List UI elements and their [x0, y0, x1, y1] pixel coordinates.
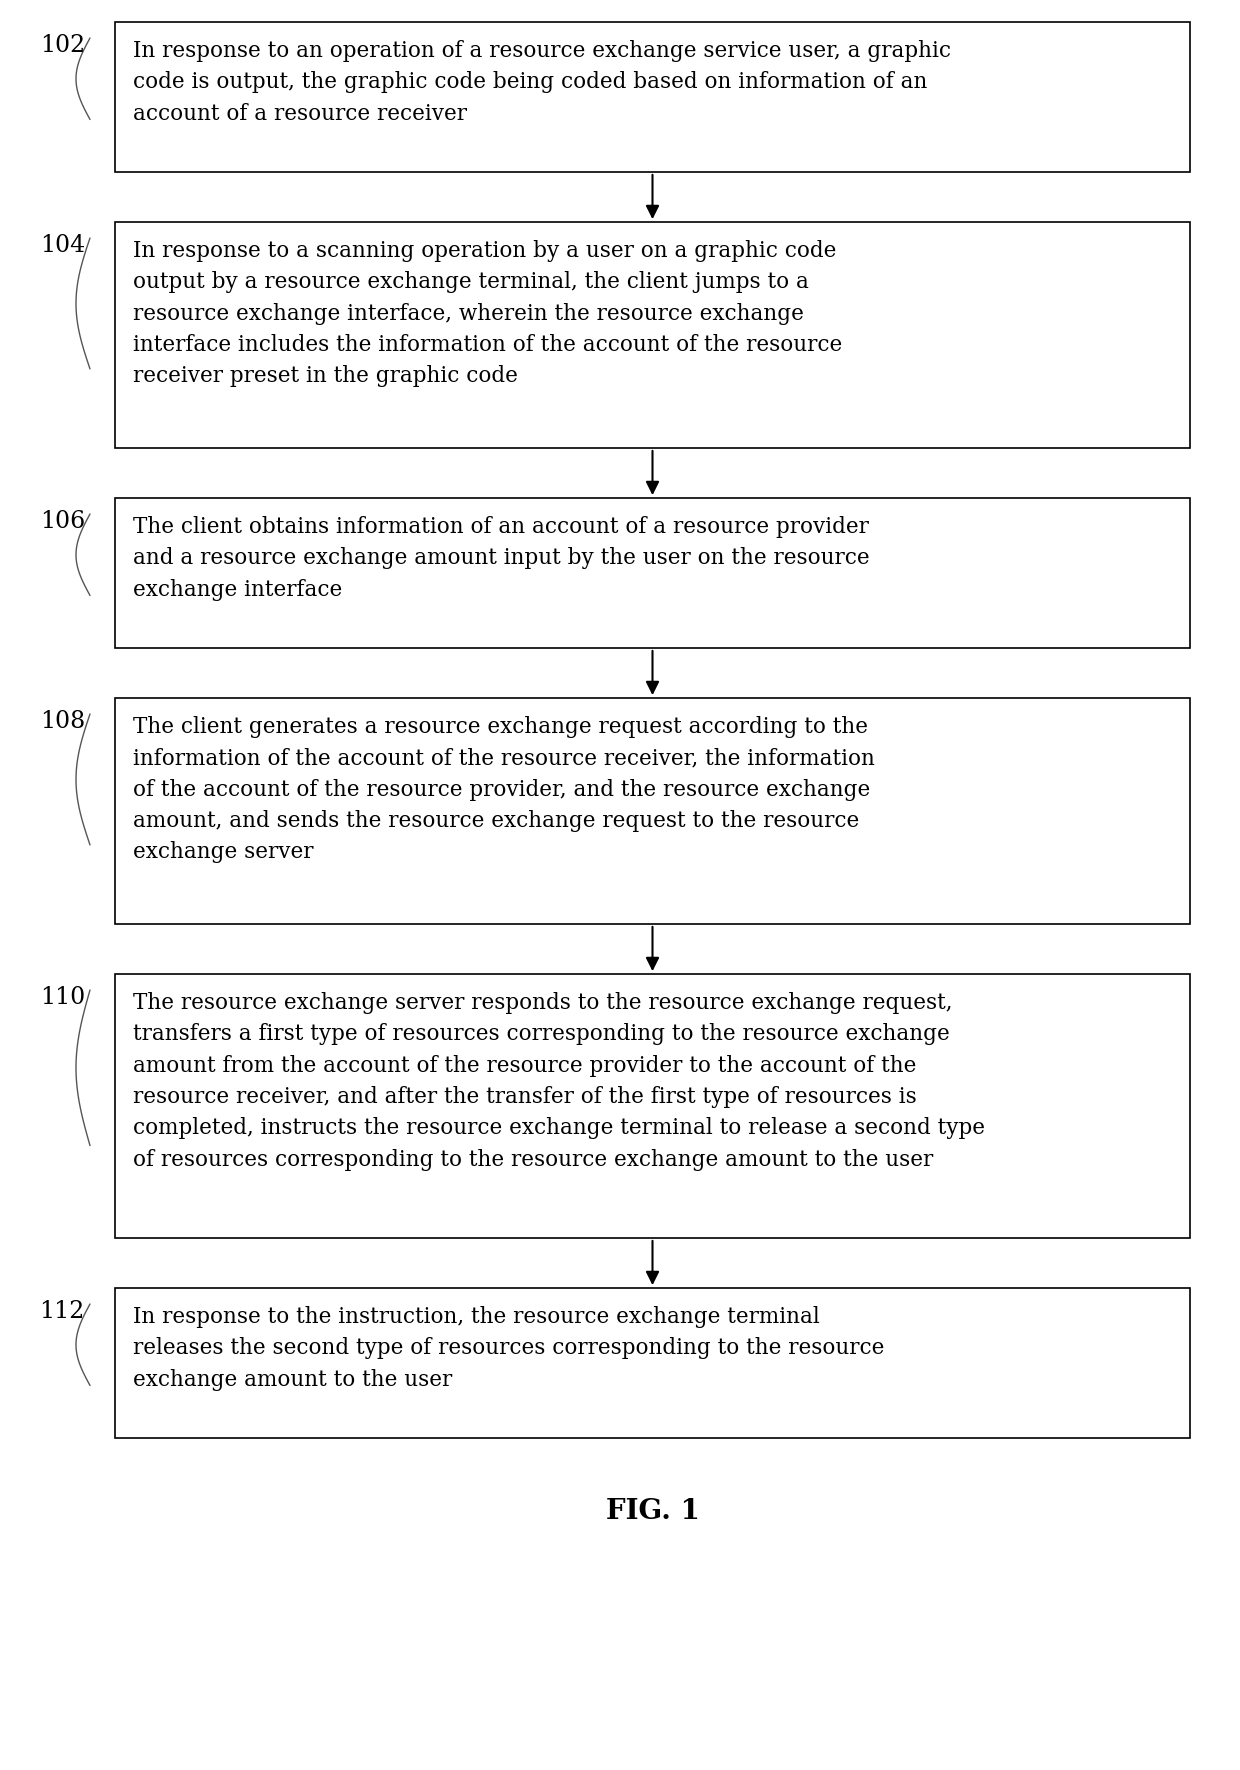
Text: The client generates a resource exchange request according to the
information of: The client generates a resource exchange… [133, 717, 875, 864]
Bar [115, 221, 1190, 448]
Bar [115, 21, 1190, 172]
Text: FIG. 1: FIG. 1 [605, 1497, 699, 1526]
Text: In response to a scanning operation by a user on a graphic code
output by a reso: In response to a scanning operation by a… [133, 241, 842, 388]
Text: 108: 108 [40, 710, 86, 733]
Text: 106: 106 [40, 510, 86, 533]
Text: In response to an operation of a resource exchange service user, a graphic
code : In response to an operation of a resourc… [133, 41, 951, 124]
Text: The client obtains information of an account of a resource provider
and a resour: The client obtains information of an acc… [133, 517, 869, 600]
Text: 104: 104 [40, 234, 86, 257]
Bar [115, 697, 1190, 924]
Bar [115, 974, 1190, 1237]
Text: 102: 102 [40, 34, 86, 57]
Text: 112: 112 [40, 1299, 86, 1322]
Bar [115, 497, 1190, 648]
Text: The resource exchange server responds to the resource exchange request,
transfer: The resource exchange server responds to… [133, 991, 985, 1170]
Bar [115, 1289, 1190, 1437]
Text: 110: 110 [40, 986, 86, 1009]
Text: In response to the instruction, the resource exchange terminal
releases the seco: In response to the instruction, the reso… [133, 1306, 884, 1391]
